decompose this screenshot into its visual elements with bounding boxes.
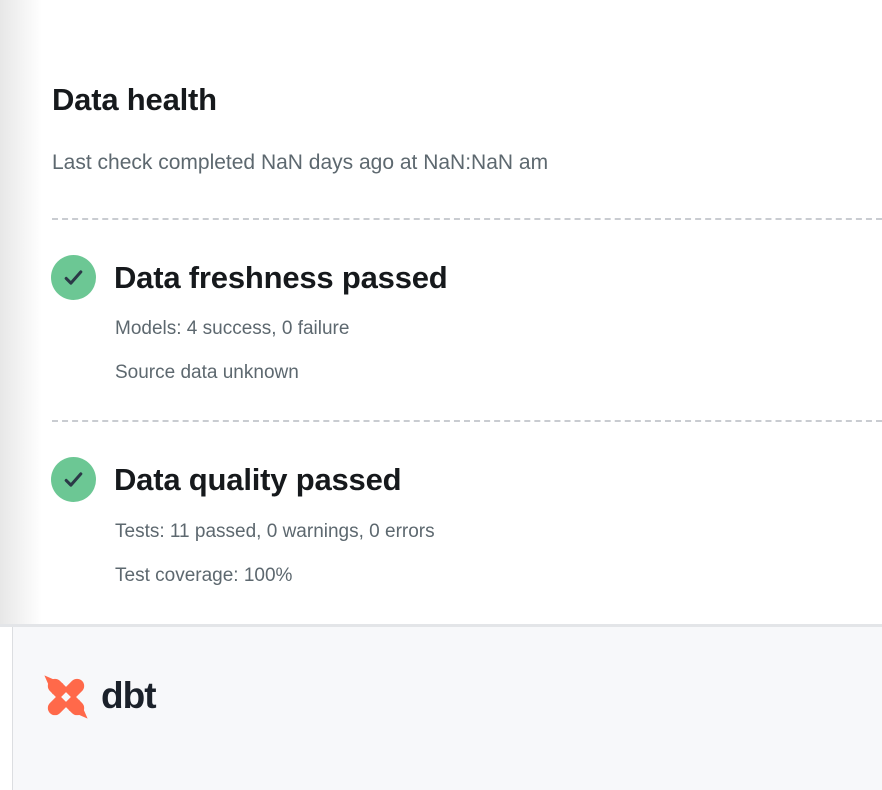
data-freshness-heading: Data freshness passed bbox=[114, 259, 448, 295]
dbt-logo-icon bbox=[44, 675, 88, 719]
data-freshness-header-row: Data freshness passed bbox=[51, 255, 448, 300]
footer: dbt bbox=[0, 624, 882, 790]
source-data-stat-text: Source data unknown bbox=[115, 362, 299, 383]
last-check-status-text: Last check completed NaN days ago at NaN… bbox=[52, 151, 549, 174]
checkmark-icon bbox=[64, 472, 83, 487]
footer-panel: dbt bbox=[12, 627, 882, 790]
test-coverage-stat-text: Test coverage: 100% bbox=[115, 565, 293, 586]
data-quality-heading: Data quality passed bbox=[114, 461, 402, 497]
section-divider bbox=[52, 218, 882, 220]
data-quality-header-row: Data quality passed bbox=[51, 457, 402, 502]
data-health-panel: Data health Last check completed NaN day… bbox=[51, 82, 882, 586]
models-stat-text: Models: 4 success, 0 failure bbox=[115, 318, 350, 339]
page-title: Data health bbox=[52, 82, 217, 117]
dbt-logo-text: dbt bbox=[101, 674, 157, 716]
check-circle-icon bbox=[51, 255, 96, 300]
tests-stat-text: Tests: 11 passed, 0 warnings, 0 errors bbox=[115, 521, 435, 542]
dbt-logo[interactable]: dbt bbox=[42, 674, 157, 720]
checkmark-icon bbox=[64, 270, 83, 285]
check-circle-icon bbox=[51, 457, 96, 502]
section-divider bbox=[52, 420, 882, 422]
